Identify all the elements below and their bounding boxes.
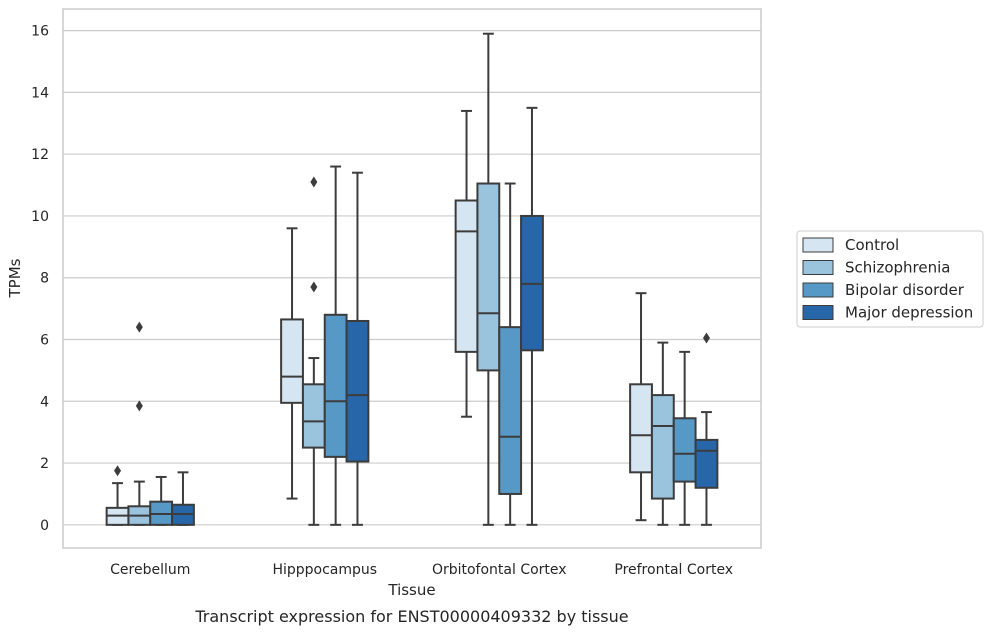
outlier-point bbox=[310, 176, 318, 188]
y-tick-label: 16 bbox=[31, 24, 49, 40]
box-body bbox=[323, 313, 348, 458]
legend-item: Bipolar disorder bbox=[802, 281, 965, 299]
box-3-0 bbox=[171, 471, 195, 526]
y-tick-label: 14 bbox=[31, 85, 49, 101]
series-2 bbox=[149, 165, 697, 526]
legend-label: Control bbox=[845, 236, 899, 254]
box-3-3 bbox=[694, 332, 719, 526]
x-tick-label: Prefrontal Cortex bbox=[614, 562, 733, 578]
outlier-point bbox=[114, 465, 122, 477]
box-2-2 bbox=[498, 182, 523, 526]
y-tick-label: 12 bbox=[31, 147, 49, 163]
y-tick-label: 10 bbox=[31, 209, 49, 225]
x-tick-label: Hipppocampus bbox=[272, 562, 377, 578]
legend-label: Schizophrenia bbox=[845, 259, 950, 277]
outlier-point bbox=[135, 321, 143, 333]
box-0-1 bbox=[280, 227, 304, 500]
y-tick-label: 6 bbox=[40, 333, 49, 349]
legend-item: Major depression bbox=[802, 304, 973, 322]
x-axis-title: Tissue bbox=[387, 581, 435, 599]
box-2-3 bbox=[672, 350, 697, 526]
box-1-2 bbox=[476, 32, 501, 526]
box-0-2 bbox=[454, 109, 479, 418]
box-2-1 bbox=[323, 165, 348, 526]
box-body bbox=[498, 326, 523, 495]
legend-swatch bbox=[802, 260, 834, 275]
box-body bbox=[280, 318, 304, 404]
box-body bbox=[345, 319, 370, 463]
box-body bbox=[454, 199, 479, 353]
series-1 bbox=[127, 32, 675, 526]
legend-label: Bipolar disorder bbox=[845, 281, 965, 299]
x-tick-label: Orbitofontal Cortex bbox=[432, 562, 567, 578]
y-tick-label: 2 bbox=[40, 456, 49, 472]
box-0-0 bbox=[105, 465, 130, 526]
y-tick-label: 8 bbox=[40, 271, 49, 287]
box-body bbox=[650, 394, 675, 500]
box-3-2 bbox=[520, 106, 544, 526]
x-tick-label: Cerebellum bbox=[110, 562, 190, 578]
legend: Control Schizophrenia Bipolar disorder Majo… bbox=[796, 230, 984, 328]
y-tick-label: 4 bbox=[40, 394, 49, 410]
legend-item: Schizophrenia bbox=[802, 259, 950, 277]
y-tick-label: 0 bbox=[40, 518, 49, 534]
outlier-point bbox=[702, 332, 710, 344]
box-0-3 bbox=[629, 292, 653, 522]
box-series-group bbox=[105, 32, 719, 526]
box-body bbox=[476, 182, 501, 372]
y-axis-title: TPMs bbox=[6, 258, 24, 298]
chart-caption: Transcript expression for ENST0000040933… bbox=[194, 607, 628, 626]
box-body bbox=[694, 438, 719, 489]
box-3-1 bbox=[345, 171, 370, 526]
legend-item: Control bbox=[802, 236, 899, 254]
legend-swatch bbox=[802, 237, 834, 253]
box-1-1 bbox=[301, 176, 326, 526]
legend-swatch bbox=[802, 282, 834, 298]
x-tick-labels: Cerebellum Hipppocampus Orbitofontal Corte… bbox=[110, 562, 733, 578]
legend-label: Major depression bbox=[845, 304, 973, 322]
y-tick-labels: 0 2 4 6 8 10 12 14 16 bbox=[31, 24, 49, 534]
legend-swatch bbox=[802, 305, 834, 320]
outlier-point bbox=[310, 281, 318, 293]
series-3 bbox=[171, 106, 719, 526]
series-0 bbox=[105, 109, 653, 526]
box-body bbox=[301, 383, 326, 449]
outlier-point bbox=[135, 400, 143, 412]
box-body bbox=[672, 417, 697, 483]
box-1-0 bbox=[127, 321, 152, 526]
box-body bbox=[629, 383, 653, 474]
legend-frame bbox=[796, 230, 984, 328]
